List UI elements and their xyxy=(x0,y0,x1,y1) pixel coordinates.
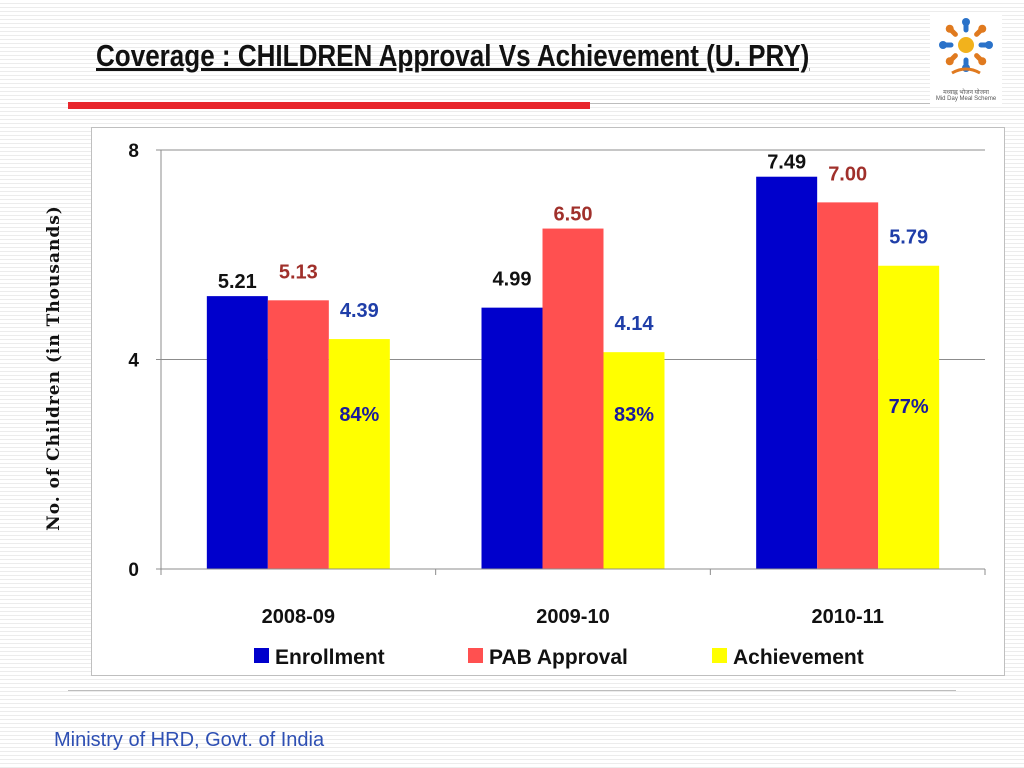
mid-day-meal-logo-icon xyxy=(939,18,993,75)
data-label: 4.14 xyxy=(615,313,655,335)
x-tick-label: 2009-10 xyxy=(536,606,609,628)
bar-pab-approval xyxy=(267,300,329,569)
y-tick-label: 4 xyxy=(128,351,139,372)
title-underline-red xyxy=(68,102,590,109)
legend-swatch xyxy=(254,648,269,663)
legend-swatch xyxy=(468,648,483,663)
legend: Enrollment PAB Approval Achievement xyxy=(254,646,864,669)
slide-title: Coverage : CHILDREN Approval Vs Achievem… xyxy=(96,38,810,73)
bar-enrollment xyxy=(206,296,268,569)
logo-figure-body xyxy=(947,53,958,64)
logo-figure-body xyxy=(974,26,985,37)
bar-pab-approval xyxy=(542,228,604,569)
bar-pab-approval xyxy=(817,202,879,569)
data-label: 6.50 xyxy=(554,204,593,226)
logo-caption-hindi: मध्याह्न भोजन योजना xyxy=(943,90,989,96)
mid-day-meal-logo: मध्याह्न भोजन योजना Mid Day Meal Scheme xyxy=(930,15,1002,107)
y-tick-label: 0 xyxy=(128,560,139,581)
axes: 0 4 8 2008-09 2009-10 2010-11 xyxy=(128,141,986,628)
y-tick-label: 8 xyxy=(128,141,139,162)
legend-label: Achievement xyxy=(733,646,864,669)
legend-label: Enrollment xyxy=(275,646,385,669)
bar-enrollment xyxy=(756,176,818,569)
chart-panel: 0 4 8 2008-09 2009-10 2010-11 5.21 4.99 7.49 5.1… xyxy=(91,127,1005,676)
data-label: 4.99 xyxy=(493,269,532,291)
data-labels: 5.21 4.99 7.49 5.13 6.50 7.00 4.39 4.14 5.79 84% 8… xyxy=(218,152,929,426)
bar-achievement xyxy=(328,339,390,569)
logo-figure-body xyxy=(974,53,985,64)
data-label: 5.79 xyxy=(889,227,928,249)
logo-caption-english: Mid Day Meal Scheme xyxy=(935,96,997,102)
data-label: 7.00 xyxy=(828,163,867,185)
footer-text: Ministry of HRD, Govt. of India xyxy=(54,729,325,751)
y-axis-label: No. of Children (in Thousands) xyxy=(44,205,64,531)
data-label: 5.21 xyxy=(218,271,257,293)
data-label: 4.39 xyxy=(340,300,379,322)
legend-swatch xyxy=(712,648,727,663)
percentage-annotation: 83% xyxy=(614,404,654,426)
data-label: 5.13 xyxy=(279,261,318,283)
logo-figure-body xyxy=(947,26,958,37)
data-label: 7.49 xyxy=(767,152,806,174)
bar-achievement xyxy=(603,352,665,569)
percentage-annotation: 84% xyxy=(339,404,379,426)
percentage-annotation: 77% xyxy=(889,396,929,418)
logo-sun xyxy=(958,37,974,53)
bar-achievement xyxy=(878,265,940,569)
footer-rule xyxy=(68,690,956,691)
title-underline-grey xyxy=(590,103,935,104)
x-tick-label: 2008-09 xyxy=(262,606,335,628)
bar-chart: 0 4 8 2008-09 2009-10 2010-11 5.21 4.99 7.49 5.1… xyxy=(128,141,986,669)
x-tick-label: 2010-11 xyxy=(812,606,884,628)
bar-enrollment xyxy=(481,307,543,569)
legend-label: PAB Approval xyxy=(489,646,628,669)
bars xyxy=(206,176,940,569)
